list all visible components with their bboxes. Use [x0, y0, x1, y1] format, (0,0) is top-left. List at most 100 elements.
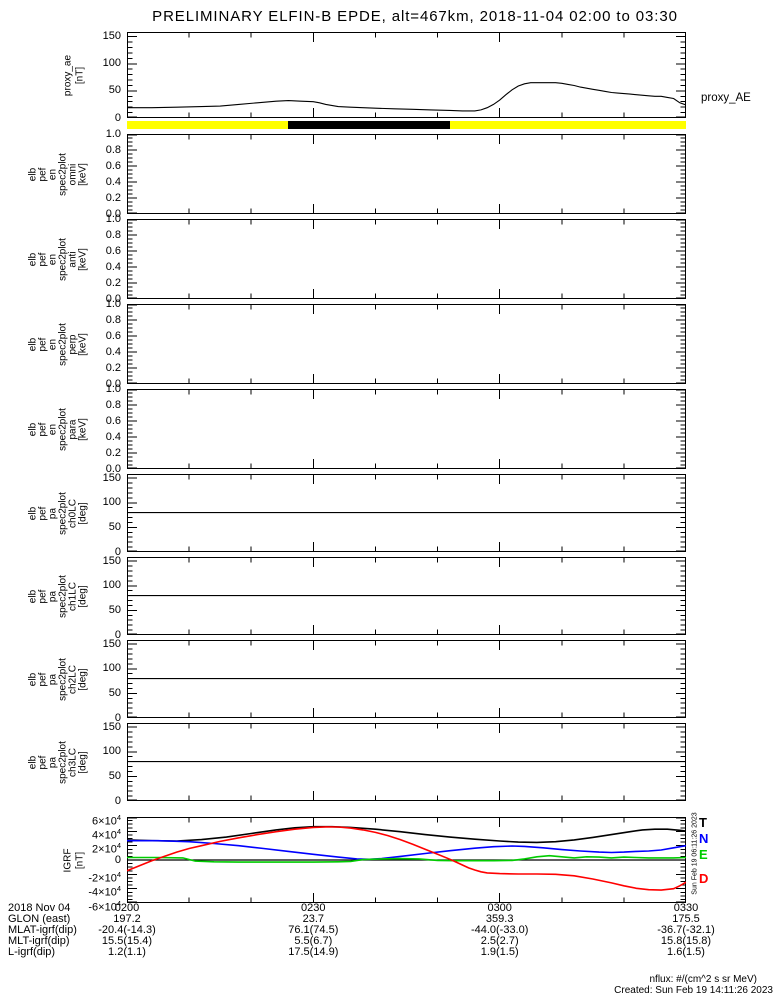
- footer-row-value: 359.3: [485, 913, 514, 925]
- footer-row-value: 17.5(14.9): [288, 946, 339, 958]
- footer-row-value: -44.0(-33.0): [470, 924, 529, 936]
- panel-ch1lc-deg-ytick: 50: [108, 603, 121, 616]
- panel-ch2lc-deg-ytick: 0: [114, 711, 121, 724]
- legend-letter-n: N: [699, 831, 709, 846]
- science-zone-bar: [127, 121, 686, 129]
- panel-para-kev-ytick: 0.0: [105, 462, 121, 475]
- panel-omni-kev-ytick: 0.8: [105, 143, 121, 156]
- panel-ch2lc-deg-ytick: 150: [102, 637, 121, 650]
- panel-para-kev-plot: [127, 389, 686, 469]
- panel-igrf: [127, 817, 686, 903]
- footer-row-value: 1.9(1.5): [480, 946, 519, 958]
- footer-row-value: 76.1(74.5): [288, 924, 339, 936]
- legend-letter-d: D: [699, 871, 709, 886]
- panel-igrf-ytick: 4×104: [92, 826, 121, 842]
- panel-anti-kev-ytick: 0.6: [105, 244, 121, 257]
- panel-anti-kev-ytick: 0.4: [105, 260, 121, 273]
- footer-row-value: -20.4(-14.3): [98, 924, 156, 936]
- footer-row-value: 175.5: [672, 913, 700, 925]
- footer-row-value: 15.8(15.8): [660, 935, 712, 947]
- panel-perp-kev-ytick: 0.4: [105, 345, 121, 358]
- panel-ch3lc-deg-ytick: 0: [114, 794, 121, 807]
- panel-anti-kev: [127, 219, 686, 299]
- panel-proxy-ae-plot: [127, 32, 686, 118]
- footer-row-value: 15.5(15.4): [101, 935, 153, 947]
- panel-ch0lc-deg-ytick: 50: [108, 520, 121, 533]
- time-tick-label: 0330: [673, 902, 699, 914]
- panel-ch3lc-deg: [127, 723, 686, 801]
- science-zone-segment: [127, 121, 289, 129]
- panel-ch2lc-deg-ytick: 100: [102, 662, 121, 675]
- panel-para-kev-ytick: 1.0: [105, 382, 121, 395]
- panel-proxy-ae: [127, 32, 686, 118]
- footer-row-value: 5.5(6.7): [294, 935, 333, 947]
- panel-para-kev-ytick: 0.6: [105, 414, 121, 427]
- panel-proxy-ae-ytick: 0: [114, 111, 121, 124]
- panel-ch3lc-deg-plot: [127, 723, 686, 801]
- science-zone-segment: [449, 121, 686, 129]
- panel-omni-kev-ytick: 0.0: [105, 207, 121, 220]
- series-N: [127, 839, 686, 861]
- legend-letter-t: T: [699, 815, 707, 830]
- panel-proxy-ae-ytick: 150: [102, 30, 121, 43]
- panel-ch2lc-deg-ytick: 50: [108, 686, 121, 699]
- footer-row-value: 197.2: [113, 913, 141, 925]
- panel-omni-kev-ytick: 0.2: [105, 191, 121, 204]
- footer-row-label: L-igrf(dip): [8, 946, 56, 958]
- panel-omni-kev-plot: [127, 134, 686, 214]
- legend-letter-e: E: [699, 847, 708, 862]
- panel-perp-kev-ytick: 0.6: [105, 329, 121, 342]
- panel-omni-kev-ytick: 1.0: [105, 127, 121, 140]
- panel-ch2lc-deg: [127, 640, 686, 718]
- panel-anti-kev-ytick: 0.0: [105, 292, 121, 305]
- panel-ch3lc-deg-ytick: 50: [108, 769, 121, 782]
- panel-ch1lc-deg-ytick: 150: [102, 554, 121, 567]
- panel-anti-kev-ytick: 1.0: [105, 212, 121, 225]
- panel-para-kev-ytick: 0.8: [105, 398, 121, 411]
- panel-igrf-ytick: -4×104: [88, 884, 121, 899]
- panel-perp-kev-ytick: 0.8: [105, 313, 121, 326]
- panel-ch1lc-deg-ytick: 0: [114, 628, 121, 641]
- panel-proxy-ae-ytick: 100: [102, 57, 121, 70]
- nflux-units-note: nflux: #/(cm^2 s sr MeV): [649, 974, 758, 985]
- series-E: [127, 854, 686, 863]
- panel-proxy-ae-label-line: proxy_ae: [62, 54, 74, 96]
- footer-row-label: GLON (east): [8, 913, 71, 925]
- footer-row-value: 2.5(2.7): [480, 935, 519, 947]
- panel-ch0lc-deg-ytick: 150: [102, 471, 121, 484]
- panel-anti-kev-ytick: 0.8: [105, 228, 121, 241]
- series-T: [127, 825, 686, 844]
- series-D: [127, 826, 686, 891]
- panel-para-kev-ytick: 0.2: [105, 446, 121, 459]
- panel-anti-kev-ytick: 0.2: [105, 276, 121, 289]
- proxy-ae-right-label: proxy_AE: [701, 92, 751, 104]
- panel-perp-kev: [127, 304, 686, 384]
- panel-ch3lc-deg-ytick: 150: [102, 720, 121, 733]
- panel-ch0lc-deg-ytick: 0: [114, 545, 121, 558]
- panel-perp-kev-ytick: 0.2: [105, 361, 121, 374]
- panel-perp-kev-plot: [127, 304, 686, 384]
- panel-igrf-ytick: -6×104: [88, 898, 121, 914]
- panel-para-kev-ytick: 0.4: [105, 430, 121, 443]
- panel-ch0lc-deg-ytick: 100: [102, 496, 121, 509]
- time-tick-label: 0230: [301, 902, 326, 914]
- panel-igrf-ytick: 2×104: [92, 841, 121, 856]
- panel-anti-kev-plot: [127, 219, 686, 299]
- footer-row-value: 1.6(1.5): [667, 946, 705, 958]
- footer-row-value: 23.7: [302, 913, 325, 925]
- panel-ch0lc-deg-plot: [127, 474, 686, 552]
- panel-igrf-label-line: [nT]: [74, 851, 86, 869]
- panel-igrf-ytick: 0: [114, 853, 121, 866]
- panel-proxy-ae-label-line: [nT]: [74, 66, 86, 84]
- panel-ch2lc-deg-plot: [127, 640, 686, 718]
- time-tick-label: 0200: [114, 902, 140, 914]
- panel-perp-kev-ytick: 1.0: [105, 297, 121, 310]
- panel-ch0lc-deg: [127, 474, 686, 552]
- panel-para-kev: [127, 389, 686, 469]
- panel-ch1lc-deg-plot: [127, 557, 686, 635]
- panel-ch3lc-deg-label-line: [deg]: [77, 750, 89, 774]
- footer-date-label: 2018 Nov 04: [8, 902, 71, 914]
- page-title: PRELIMINARY ELFIN-B EPDE, alt=467km, 201…: [152, 8, 678, 25]
- panel-igrf-ytick: 6×104: [92, 812, 121, 828]
